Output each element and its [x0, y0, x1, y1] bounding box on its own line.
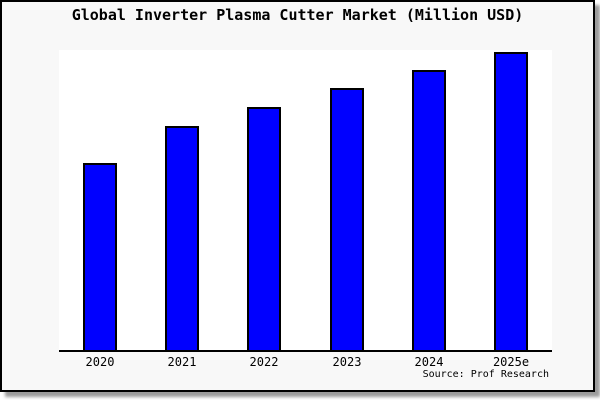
source-credit: Source: Prof Research: [422, 369, 549, 380]
x-tick-2021: 2021: [167, 355, 197, 369]
x-tick-2023: 2023: [332, 355, 362, 369]
x-tick-2025e: 2025e: [492, 355, 530, 369]
chart-title: Global Inverter Plasma Cutter Market (Mi…: [71, 6, 524, 24]
x-axis-ticks: 2020 2021 2022 2023 2024 2025e: [2, 355, 593, 371]
chart-figure: Global Inverter Plasma Cutter Market (Mi…: [0, 0, 595, 392]
bar-2025e: [494, 52, 528, 350]
x-tick-2020: 2020: [85, 355, 115, 369]
bar-2022: [247, 107, 281, 350]
plot-area: [59, 50, 552, 350]
bar-2021: [165, 126, 199, 350]
bar-2024: [412, 70, 446, 350]
x-tick-2024: 2024: [414, 355, 444, 369]
x-axis-line: [59, 350, 552, 352]
bar-2020: [83, 163, 117, 350]
bar-2023: [330, 88, 364, 350]
x-tick-2022: 2022: [249, 355, 279, 369]
